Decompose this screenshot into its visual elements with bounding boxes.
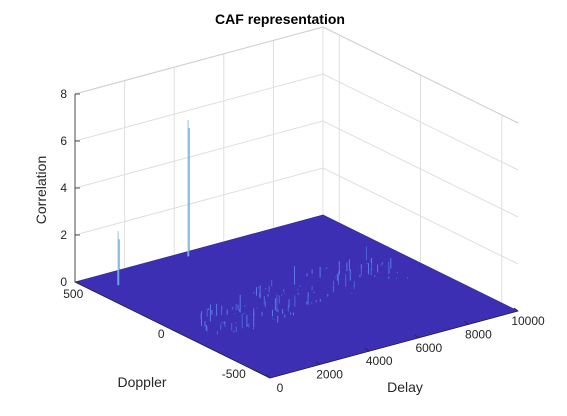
y-tick-label: -500: [222, 367, 246, 381]
x-axis-label: Delay: [387, 379, 423, 395]
x-tick-label: 2000: [316, 368, 343, 382]
z-tick-label: 4: [60, 181, 67, 195]
chart-title: CAF representation: [215, 11, 345, 27]
x-tick-label: 4000: [366, 354, 393, 368]
x-tick-label: 0: [277, 381, 284, 395]
x-tick-label: 8000: [465, 327, 492, 341]
z-tick-label: 8: [60, 87, 67, 101]
x-tick-label: 10000: [511, 314, 545, 328]
z-tick-label: 6: [60, 134, 67, 148]
x-tick-label: 6000: [415, 341, 442, 355]
z-tick-label: 2: [60, 228, 67, 242]
y-tick-label: 500: [63, 287, 83, 301]
y-axis-label: Doppler: [117, 374, 166, 390]
z-axis-label: Correlation: [33, 156, 49, 224]
y-tick-label: 0: [158, 327, 165, 341]
